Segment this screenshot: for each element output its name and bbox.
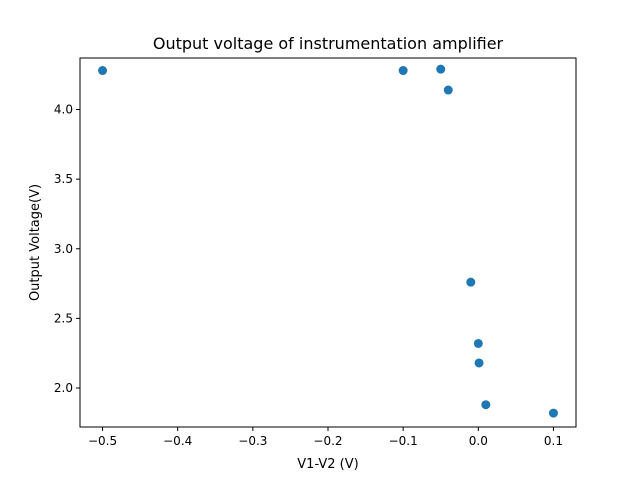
data-point <box>481 400 491 410</box>
x-tick-label: −0.5 <box>88 434 117 448</box>
x-tick-label: −0.1 <box>389 434 418 448</box>
chart-title: Output voltage of instrumentation amplif… <box>153 34 504 53</box>
x-tick-label: −0.4 <box>163 434 192 448</box>
data-points <box>98 64 558 418</box>
data-point <box>548 408 558 418</box>
data-point <box>473 338 483 348</box>
axis-ticks: −0.5 −0.4 −0.3 −0.2 −0.1 0.0 0.1 2.0 2.5 3.0 3.5 4.… <box>54 103 563 448</box>
y-tick-label: 3.0 <box>54 242 73 256</box>
plot-area <box>79 57 577 428</box>
x-axis-label: V1-V2 (V) <box>297 457 358 472</box>
x-tick-label: −0.2 <box>313 434 342 448</box>
y-tick-label: 2.0 <box>54 381 73 395</box>
data-point <box>398 66 408 76</box>
x-tick-label: −0.3 <box>238 434 267 448</box>
data-point <box>466 277 476 287</box>
y-axis-label: Output Voltage(V) <box>28 184 43 301</box>
data-point <box>474 358 484 368</box>
y-tick-label: 3.5 <box>54 172 73 186</box>
x-tick-label: 0.1 <box>544 434 563 448</box>
x-tick-label: 0.0 <box>469 434 488 448</box>
data-point <box>98 66 108 76</box>
data-point <box>443 85 453 95</box>
y-tick-label: 4.0 <box>54 103 73 117</box>
data-point <box>436 64 446 74</box>
y-tick-label: 2.5 <box>54 311 73 325</box>
